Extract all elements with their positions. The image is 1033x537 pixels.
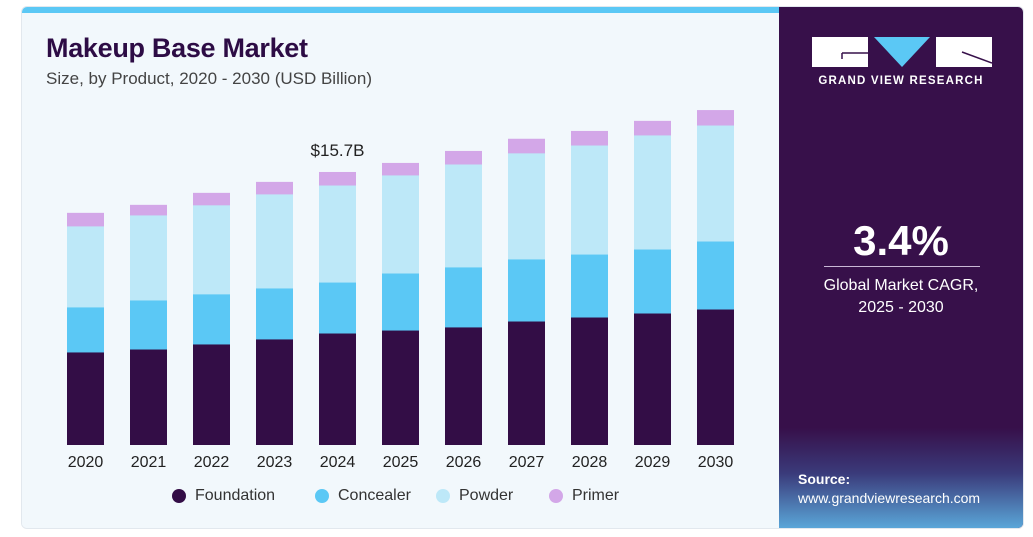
x-tick-label: 2023 [257, 454, 293, 471]
data-label: $15.7B [311, 141, 365, 160]
bar-foundation-2030 [697, 309, 734, 445]
chart-panel: Makeup Base Market Size, by Product, 202… [22, 7, 779, 528]
x-tick-label: 2030 [698, 454, 734, 471]
grand-view-research-logo [812, 37, 992, 67]
bar-primer-2030 [697, 110, 734, 126]
bar-primer-2023 [256, 181, 293, 195]
x-tick-label: 2022 [194, 454, 230, 471]
bar-primer-2025 [382, 162, 419, 176]
x-tick-label: 2021 [131, 454, 167, 471]
bar-concealer-2023 [256, 287, 293, 340]
bar-primer-2026 [445, 150, 482, 165]
source-url[interactable]: www.grandviewresearch.com [798, 490, 981, 506]
chart-subtitle: Size, by Product, 2020 - 2030 (USD Billi… [46, 69, 372, 88]
x-tick-label: 2026 [446, 454, 482, 471]
legend-swatch [172, 489, 186, 503]
x-tick-label: 2029 [635, 454, 671, 471]
legend-item-primer: Primer [549, 487, 619, 505]
legend-label: Concealer [338, 487, 411, 504]
brand-name: GRAND VIEW RESEARCH [818, 75, 984, 87]
info-panel: GRAND VIEW RESEARCH 3.4% Global Market C… [779, 7, 1023, 528]
x-tick-label: 2024 [320, 454, 356, 471]
legend-label: Foundation [195, 487, 276, 504]
chart-card: Makeup Base Market Size, by Product, 202… [21, 6, 1024, 529]
bar-concealer-2021 [130, 299, 167, 350]
stacked-bar-chart: 2020 2021 2022 2023 2024 $15.7B 2025 2026 2027 20… [67, 110, 734, 471]
bar-primer-2020 [67, 212, 104, 227]
bar-powder-2025 [382, 174, 419, 274]
cagr-value: 3.4% [853, 217, 949, 264]
bar-concealer-2029 [634, 249, 671, 314]
legend-item-concealer: Concealer [315, 487, 411, 505]
bar-primer-2022 [193, 192, 230, 206]
x-tick-label: 2027 [509, 454, 545, 471]
bar-foundation-2026 [445, 326, 482, 445]
bar-primer-2029 [634, 120, 671, 136]
bar-powder-2030 [697, 125, 734, 242]
source-label: Source: [798, 471, 851, 487]
bar-powder-2023 [256, 193, 293, 289]
x-tick-label: 2020 [68, 454, 104, 471]
bar-powder-2022 [193, 204, 230, 295]
cagr-label: Global Market CAGR, 2025 - 2030 [779, 275, 1023, 319]
bar-foundation-2029 [634, 313, 671, 445]
bar-powder-2021 [130, 214, 167, 301]
x-tick-label: 2025 [383, 454, 419, 471]
bar-concealer-2024 [319, 282, 356, 334]
legend-item-foundation: Foundation [172, 487, 275, 505]
accent-bar [22, 7, 779, 13]
chart-title: Makeup Base Market [46, 33, 308, 63]
legend-swatch [549, 489, 563, 503]
bar-foundation-2027 [508, 321, 545, 445]
bar-foundation-2025 [382, 330, 419, 445]
bar-powder-2020 [67, 225, 104, 308]
legend-label: Powder [459, 487, 514, 504]
divider [824, 266, 980, 267]
bar-concealer-2022 [193, 293, 230, 345]
bar-concealer-2027 [508, 258, 545, 322]
bar-concealer-2030 [697, 241, 734, 310]
bar-powder-2026 [445, 163, 482, 268]
cagr-label-line2: 2025 - 2030 [858, 299, 944, 316]
bar-concealer-2026 [445, 266, 482, 328]
bar-foundation-2021 [130, 349, 167, 445]
bar-concealer-2020 [67, 306, 104, 353]
cagr-label-line1: Global Market CAGR, [823, 277, 979, 294]
x-tick-label: 2028 [572, 454, 608, 471]
bar-powder-2024 [319, 185, 356, 283]
legend-swatch [436, 489, 450, 503]
bar-foundation-2024 [319, 333, 356, 445]
bar-primer-2024 [319, 171, 356, 186]
legend-label: Primer [572, 487, 620, 504]
bar-foundation-2022 [193, 343, 230, 445]
bar-primer-2021 [130, 204, 167, 216]
grid-background [779, 428, 1023, 528]
bar-primer-2027 [508, 138, 545, 154]
legend-swatch [315, 489, 329, 503]
bar-powder-2029 [634, 134, 671, 250]
bar-concealer-2025 [382, 273, 419, 331]
bar-concealer-2028 [571, 254, 608, 318]
legend-item-powder: Powder [436, 487, 513, 505]
bar-powder-2028 [571, 145, 608, 255]
bar-foundation-2028 [571, 317, 608, 445]
bar-primer-2028 [571, 130, 608, 146]
bar-powder-2027 [508, 152, 545, 260]
bar-foundation-2020 [67, 351, 104, 445]
bar-foundation-2023 [256, 338, 293, 445]
